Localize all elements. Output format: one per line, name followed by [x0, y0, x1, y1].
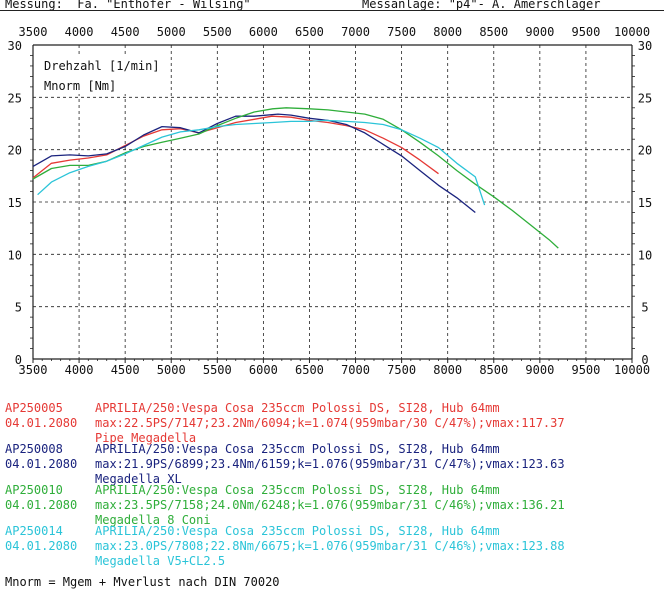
- x-tick-label-bottom: 9500: [571, 363, 600, 377]
- y-tick-label-left: 0: [15, 353, 22, 367]
- run-date: 04.01.2080: [5, 457, 78, 471]
- x-tick-label-bottom: 6500: [295, 363, 324, 377]
- x-tick-label-top: 8500: [479, 25, 508, 39]
- y-tick-label-left: 5: [15, 301, 22, 315]
- x-tick-label-bottom: 7000: [341, 363, 370, 377]
- x-tick-label-top: 4000: [65, 25, 94, 39]
- y-tick-label-left: 15: [8, 196, 22, 210]
- run-id: AP250014: [5, 524, 63, 538]
- header-divider: [0, 10, 664, 11]
- din-footnote: Mnorm = Mgem + Mverlust nach DIN 70020: [5, 575, 280, 589]
- x-tick-label-bottom: 7500: [387, 363, 416, 377]
- x-tick-label-top: 8000: [433, 25, 462, 39]
- measurement-label: Messung: Fa. "Enthofer - Wilsing": [5, 0, 251, 11]
- x-tick-label-top: 7500: [387, 25, 416, 39]
- x-tick-label-bottom: 8000: [433, 363, 462, 377]
- y-tick-label-right: 10: [638, 248, 652, 262]
- x-tick-label-bottom: 5500: [203, 363, 232, 377]
- dyno-chart: 3500350040004000450045005000500055005500…: [8, 25, 653, 377]
- y-tick-label-right: 30: [638, 39, 652, 53]
- run-exhaust: Megadella XL: [95, 472, 182, 486]
- x-tick-label-bottom: 5000: [157, 363, 186, 377]
- run-date: 04.01.2080: [5, 416, 78, 430]
- legend-label-torque: Mnorm [Nm]: [44, 79, 116, 93]
- x-tick-label-top: 3500: [19, 25, 48, 39]
- run-description: APRILIA/250:Vespa Cosa 235ccm Polossi DS…: [95, 483, 500, 497]
- y-tick-label-right: 15: [638, 196, 652, 210]
- y-tick-label-left: 20: [8, 144, 22, 158]
- torque-curve-AP250014: [37, 119, 486, 206]
- torque-curve-AP250005: [32, 115, 439, 179]
- x-tick-label-top: 5000: [157, 25, 186, 39]
- chart-series: [32, 107, 559, 249]
- x-tick-label-top: 6500: [295, 25, 324, 39]
- x-tick-label-bottom: 4000: [65, 363, 94, 377]
- x-tick-label-top: 5500: [203, 25, 232, 39]
- x-tick-label-bottom: 6000: [249, 363, 278, 377]
- run-description: APRILIA/250:Vespa Cosa 235ccm Polossi DS…: [95, 401, 500, 415]
- run-maxima: max:22.5PS/7147;23.2Nm/6094;k=1.074(959m…: [95, 416, 565, 430]
- run-date: 04.01.2080: [5, 539, 78, 553]
- x-tick-label-bottom: 10000: [614, 363, 650, 377]
- run-exhaust: Megadella 8 Coni: [95, 513, 211, 527]
- y-tick-label-left: 10: [8, 248, 22, 262]
- chart-ticks: 3500350040004000450045005000500055005500…: [8, 25, 653, 377]
- run-id: AP250010: [5, 483, 63, 497]
- run-description: APRILIA/250:Vespa Cosa 235ccm Polossi DS…: [95, 442, 500, 456]
- x-tick-label-bottom: 8500: [479, 363, 508, 377]
- test-bench-label: Messanlage: "p4"- A. Amerschlager: [362, 0, 601, 11]
- x-tick-label-top: 7000: [341, 25, 370, 39]
- chart-legend-box: [39, 54, 159, 94]
- run-id: AP250008: [5, 442, 63, 456]
- run-description: APRILIA/250:Vespa Cosa 235ccm Polossi DS…: [95, 524, 500, 538]
- chart-grid: [32, 44, 633, 360]
- x-tick-label-top: 9000: [525, 25, 554, 39]
- y-tick-label-right: 20: [638, 144, 652, 158]
- y-tick-label-right: 0: [641, 353, 648, 367]
- run-maxima: max:21.9PS/6899;23.4Nm/6159;k=1.076(959m…: [95, 457, 565, 471]
- x-tick-label-bottom: 4500: [111, 363, 140, 377]
- y-tick-label-right: 5: [641, 301, 648, 315]
- run-exhaust: Pipe Megadella: [95, 431, 197, 445]
- torque-curve-AP250010: [32, 107, 559, 249]
- x-tick-label-bottom: 3500: [19, 363, 48, 377]
- x-tick-label-bottom: 9000: [525, 363, 554, 377]
- y-tick-label-right: 25: [638, 91, 652, 105]
- run-exhaust: Megadella V5+CL2.5: [95, 554, 226, 568]
- run-date: 04.01.2080: [5, 498, 78, 512]
- y-tick-label-left: 30: [8, 39, 22, 53]
- torque-curve-AP250008: [32, 113, 476, 214]
- y-tick-label-left: 25: [8, 91, 22, 105]
- x-tick-label-top: 6000: [249, 25, 278, 39]
- x-tick-label-top: 4500: [111, 25, 140, 39]
- run-id: AP250005: [5, 401, 63, 415]
- x-tick-label-top: 9500: [571, 25, 600, 39]
- run-maxima: max:23.0PS/7808;22.8Nm/6675;k=1.076(959m…: [95, 539, 565, 553]
- run-maxima: max:23.5PS/7158;24.0Nm/6248;k=1.076(959m…: [95, 498, 565, 512]
- x-tick-label-top: 10000: [614, 25, 650, 39]
- legend-label-rpm: Drehzahl [1/min]: [44, 59, 160, 73]
